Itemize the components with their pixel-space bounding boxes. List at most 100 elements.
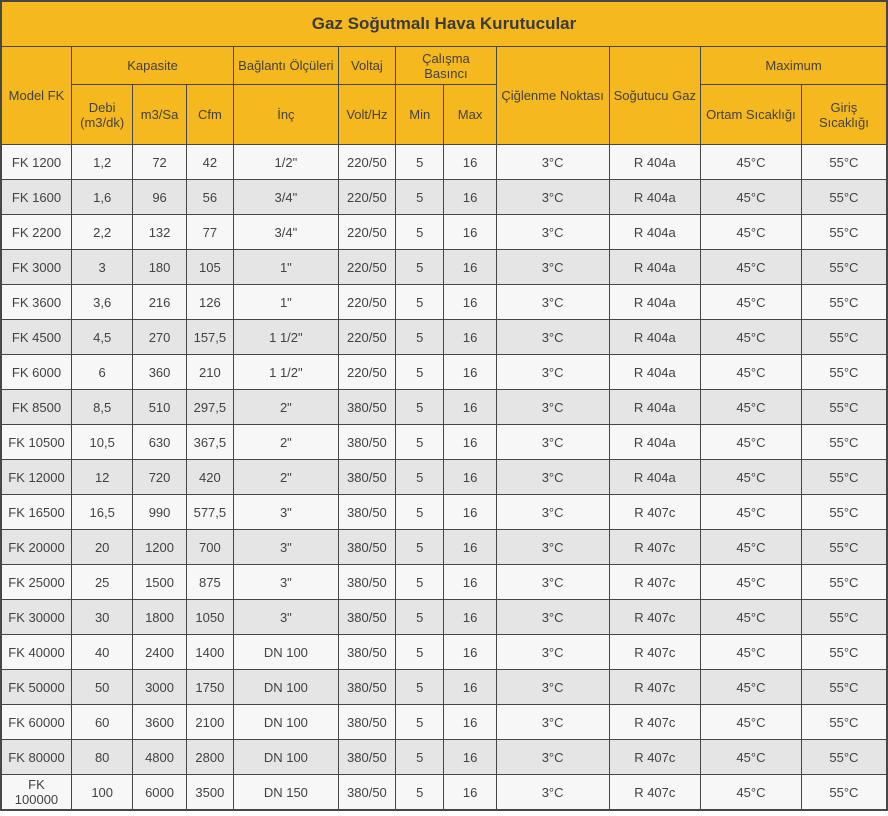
cell-cfm: 210 bbox=[185, 354, 235, 390]
cell-giris-sicakligi: 55°C bbox=[800, 459, 888, 495]
cell-giris-sicakligi: 55°C bbox=[800, 704, 888, 740]
table-row: FK 12000 12 720 420 2" 380/50 5 16 3°C R… bbox=[0, 459, 888, 495]
cell-sogutucu-gaz: R 404a bbox=[608, 424, 702, 460]
cell-ciglenme-noktasi: 3°C bbox=[495, 599, 610, 635]
cell-giris-sicakligi: 55°C bbox=[800, 249, 888, 285]
cell-volthz: 380/50 bbox=[337, 424, 397, 460]
cell-debi: 16,5 bbox=[70, 494, 134, 530]
cell-sogutucu-gaz: R 404a bbox=[608, 354, 702, 390]
cell-sogutucu-gaz: R 404a bbox=[608, 389, 702, 425]
cell-ortam-sicakligi: 45°C bbox=[700, 599, 802, 635]
cell-giris-sicakligi: 55°C bbox=[800, 599, 888, 635]
cell-model: FK 50000 bbox=[0, 669, 72, 705]
cell-m3sa: 72 bbox=[132, 144, 187, 180]
cell-ortam-sicakligi: 45°C bbox=[700, 424, 802, 460]
cell-ciglenme-noktasi: 3°C bbox=[495, 389, 610, 425]
cell-debi: 50 bbox=[70, 669, 134, 705]
table-row: FK 6000 6 360 210 1 1/2" 220/50 5 16 3°C… bbox=[0, 354, 888, 390]
cell-max: 16 bbox=[443, 634, 497, 670]
table-row: FK 16500 16,5 990 577,5 3" 380/50 5 16 3… bbox=[0, 494, 888, 530]
cell-giris-sicakligi: 55°C bbox=[800, 179, 888, 215]
cell-ortam-sicakligi: 45°C bbox=[700, 179, 802, 215]
cell-m3sa: 4800 bbox=[132, 739, 187, 775]
cell-ortam-sicakligi: 45°C bbox=[700, 564, 802, 600]
cell-min: 5 bbox=[395, 459, 445, 495]
cell-giris-sicakligi: 55°C bbox=[800, 319, 888, 355]
cell-max: 16 bbox=[443, 319, 497, 355]
cell-min: 5 bbox=[395, 354, 445, 390]
cell-debi: 1,6 bbox=[70, 179, 134, 215]
cell-cfm: 157,5 bbox=[185, 319, 235, 355]
cell-inc: DN 150 bbox=[233, 774, 339, 811]
cell-cfm: 700 bbox=[185, 529, 235, 565]
cell-debi: 40 bbox=[70, 634, 134, 670]
cell-sogutucu-gaz: R 407c bbox=[608, 564, 702, 600]
cell-m3sa: 720 bbox=[132, 459, 187, 495]
cell-max: 16 bbox=[443, 459, 497, 495]
cell-min: 5 bbox=[395, 739, 445, 775]
table-row: FK 10500 10,5 630 367,5 2" 380/50 5 16 3… bbox=[0, 424, 888, 460]
cell-model: FK 80000 bbox=[0, 739, 72, 775]
cell-cfm: 1400 bbox=[185, 634, 235, 670]
cell-model: FK 12000 bbox=[0, 459, 72, 495]
cell-min: 5 bbox=[395, 704, 445, 740]
cell-debi: 4,5 bbox=[70, 319, 134, 355]
cell-debi: 8,5 bbox=[70, 389, 134, 425]
cell-ciglenme-noktasi: 3°C bbox=[495, 319, 610, 355]
cell-model: FK 40000 bbox=[0, 634, 72, 670]
cell-ortam-sicakligi: 45°C bbox=[700, 739, 802, 775]
cell-model: FK 20000 bbox=[0, 529, 72, 565]
cell-model: FK 25000 bbox=[0, 564, 72, 600]
cell-cfm: 297,5 bbox=[185, 389, 235, 425]
cell-m3sa: 360 bbox=[132, 354, 187, 390]
table-row: FK 1600 1,6 96 56 3/4" 220/50 5 16 3°C R… bbox=[0, 179, 888, 215]
cell-m3sa: 630 bbox=[132, 424, 187, 460]
cell-debi: 100 bbox=[70, 774, 134, 811]
cell-giris-sicakligi: 55°C bbox=[800, 634, 888, 670]
cell-ortam-sicakligi: 45°C bbox=[700, 354, 802, 390]
cell-ciglenme-noktasi: 3°C bbox=[495, 669, 610, 705]
cell-inc: DN 100 bbox=[233, 739, 339, 775]
cell-ortam-sicakligi: 45°C bbox=[700, 494, 802, 530]
cell-debi: 80 bbox=[70, 739, 134, 775]
table-row: FK 1200 1,2 72 42 1/2" 220/50 5 16 3°C R… bbox=[0, 144, 888, 180]
cell-m3sa: 3600 bbox=[132, 704, 187, 740]
cell-sogutucu-gaz: R 404a bbox=[608, 179, 702, 215]
cell-cfm: 367,5 bbox=[185, 424, 235, 460]
cell-max: 16 bbox=[443, 424, 497, 460]
header-debi: Debi (m3/dk) bbox=[70, 84, 134, 145]
header-ortam-sicakligi: Ortam Sıcaklığı bbox=[700, 84, 802, 145]
cell-giris-sicakligi: 55°C bbox=[800, 284, 888, 320]
cell-ortam-sicakligi: 45°C bbox=[700, 704, 802, 740]
cell-max: 16 bbox=[443, 739, 497, 775]
cell-model: FK 30000 bbox=[0, 599, 72, 635]
cell-sogutucu-gaz: R 404a bbox=[608, 459, 702, 495]
cell-cfm: 1750 bbox=[185, 669, 235, 705]
cell-cfm: 105 bbox=[185, 249, 235, 285]
cell-min: 5 bbox=[395, 144, 445, 180]
cell-debi: 25 bbox=[70, 564, 134, 600]
cell-min: 5 bbox=[395, 179, 445, 215]
cell-ciglenme-noktasi: 3°C bbox=[495, 529, 610, 565]
cell-volthz: 380/50 bbox=[337, 389, 397, 425]
cell-volthz: 380/50 bbox=[337, 634, 397, 670]
cell-volthz: 380/50 bbox=[337, 494, 397, 530]
cell-debi: 30 bbox=[70, 599, 134, 635]
cell-cfm: 77 bbox=[185, 214, 235, 250]
cell-inc: 1 1/2" bbox=[233, 319, 339, 355]
cell-m3sa: 1800 bbox=[132, 599, 187, 635]
cell-cfm: 3500 bbox=[185, 774, 235, 811]
table-body: FK 1200 1,2 72 42 1/2" 220/50 5 16 3°C R… bbox=[0, 144, 888, 811]
cell-ciglenme-noktasi: 3°C bbox=[495, 459, 610, 495]
cell-min: 5 bbox=[395, 214, 445, 250]
cell-ciglenme-noktasi: 3°C bbox=[495, 739, 610, 775]
cell-ciglenme-noktasi: 3°C bbox=[495, 564, 610, 600]
cell-volthz: 380/50 bbox=[337, 669, 397, 705]
cell-min: 5 bbox=[395, 284, 445, 320]
cell-ortam-sicakligi: 45°C bbox=[700, 459, 802, 495]
cell-debi: 12 bbox=[70, 459, 134, 495]
cell-inc: 1" bbox=[233, 284, 339, 320]
cell-cfm: 875 bbox=[185, 564, 235, 600]
table-row: FK 8500 8,5 510 297,5 2" 380/50 5 16 3°C… bbox=[0, 389, 888, 425]
